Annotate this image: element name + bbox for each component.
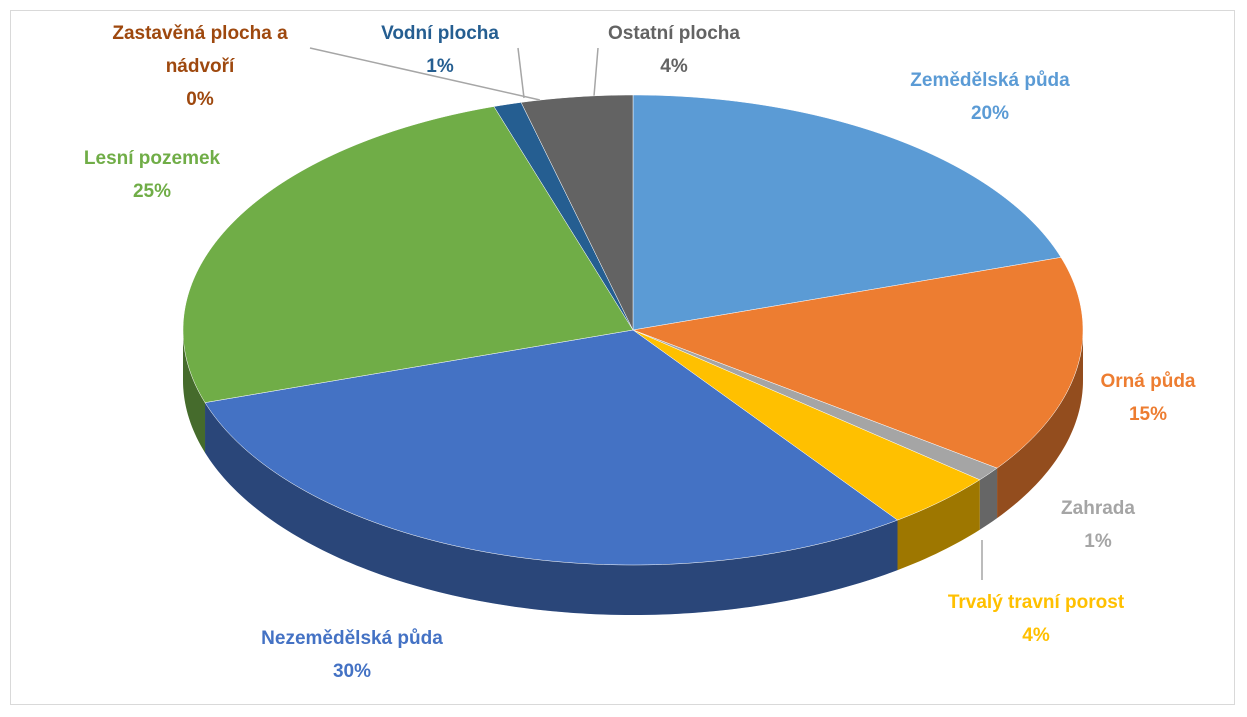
slice-name: Zastavěná plocha a nádvoří — [112, 23, 288, 77]
data-label: Trvalý travní porost 4% — [948, 586, 1124, 652]
slice-side — [997, 330, 1083, 519]
data-label: Orná půda 15% — [1100, 365, 1195, 431]
slice-name: Vodní plocha — [381, 23, 499, 44]
pie-tops — [182, 94, 1084, 566]
slice-name: Orná půda — [1100, 371, 1196, 392]
slice-value: 1% — [426, 56, 454, 77]
slice — [520, 94, 634, 331]
slice-name: Zemědělská půda — [910, 70, 1070, 91]
slice-value: 4% — [1022, 625, 1050, 646]
slice-value: 4% — [660, 56, 688, 77]
slice-side-shade — [183, 330, 206, 453]
slice-name: Lesní pozemek — [83, 148, 221, 169]
data-label: Ostatní plocha 4% — [608, 17, 740, 83]
slice-name: Trvalý travní porost — [947, 592, 1125, 613]
slice-name: Nezemědělská půda — [261, 628, 443, 649]
data-label: Zemědělská půda 20% — [910, 64, 1069, 130]
slice — [632, 94, 1062, 331]
slice-side-shade — [979, 468, 998, 530]
slice-side-shade — [997, 330, 1083, 519]
pie-sides — [183, 330, 1083, 615]
data-label: Zahrada 1% — [1061, 492, 1135, 558]
slice-value: 30% — [332, 661, 372, 682]
slice — [632, 257, 1084, 469]
slice-value: 25% — [132, 181, 172, 202]
slice-name: Ostatní plocha — [608, 23, 740, 44]
data-label: Lesní pozemek 25% — [84, 142, 220, 208]
slice-value: 0% — [186, 89, 214, 110]
chart-frame — [10, 10, 1235, 705]
slice-value: 20% — [970, 103, 1010, 124]
slice — [204, 329, 899, 566]
leader-lines — [309, 47, 983, 580]
slice — [632, 329, 981, 521]
slice-side — [183, 330, 206, 453]
slice-value: 15% — [1128, 404, 1168, 425]
data-label: Nezemědělská půda 30% — [261, 622, 443, 688]
slice — [182, 106, 634, 403]
slice-side — [897, 479, 980, 571]
leader-line — [517, 47, 525, 99]
leader-line — [309, 47, 541, 101]
data-label: Vodní plocha 1% — [381, 17, 499, 83]
slice-side-shade — [205, 402, 898, 615]
slice-side — [979, 468, 998, 530]
slice-side-shade — [897, 479, 980, 571]
slice-value: 1% — [1084, 531, 1112, 552]
leader-line — [593, 47, 599, 97]
slice-side — [205, 402, 898, 615]
data-label: Zastavěná plocha a nádvoří 0% — [85, 17, 315, 116]
slice-name: Zahrada — [1061, 498, 1135, 519]
